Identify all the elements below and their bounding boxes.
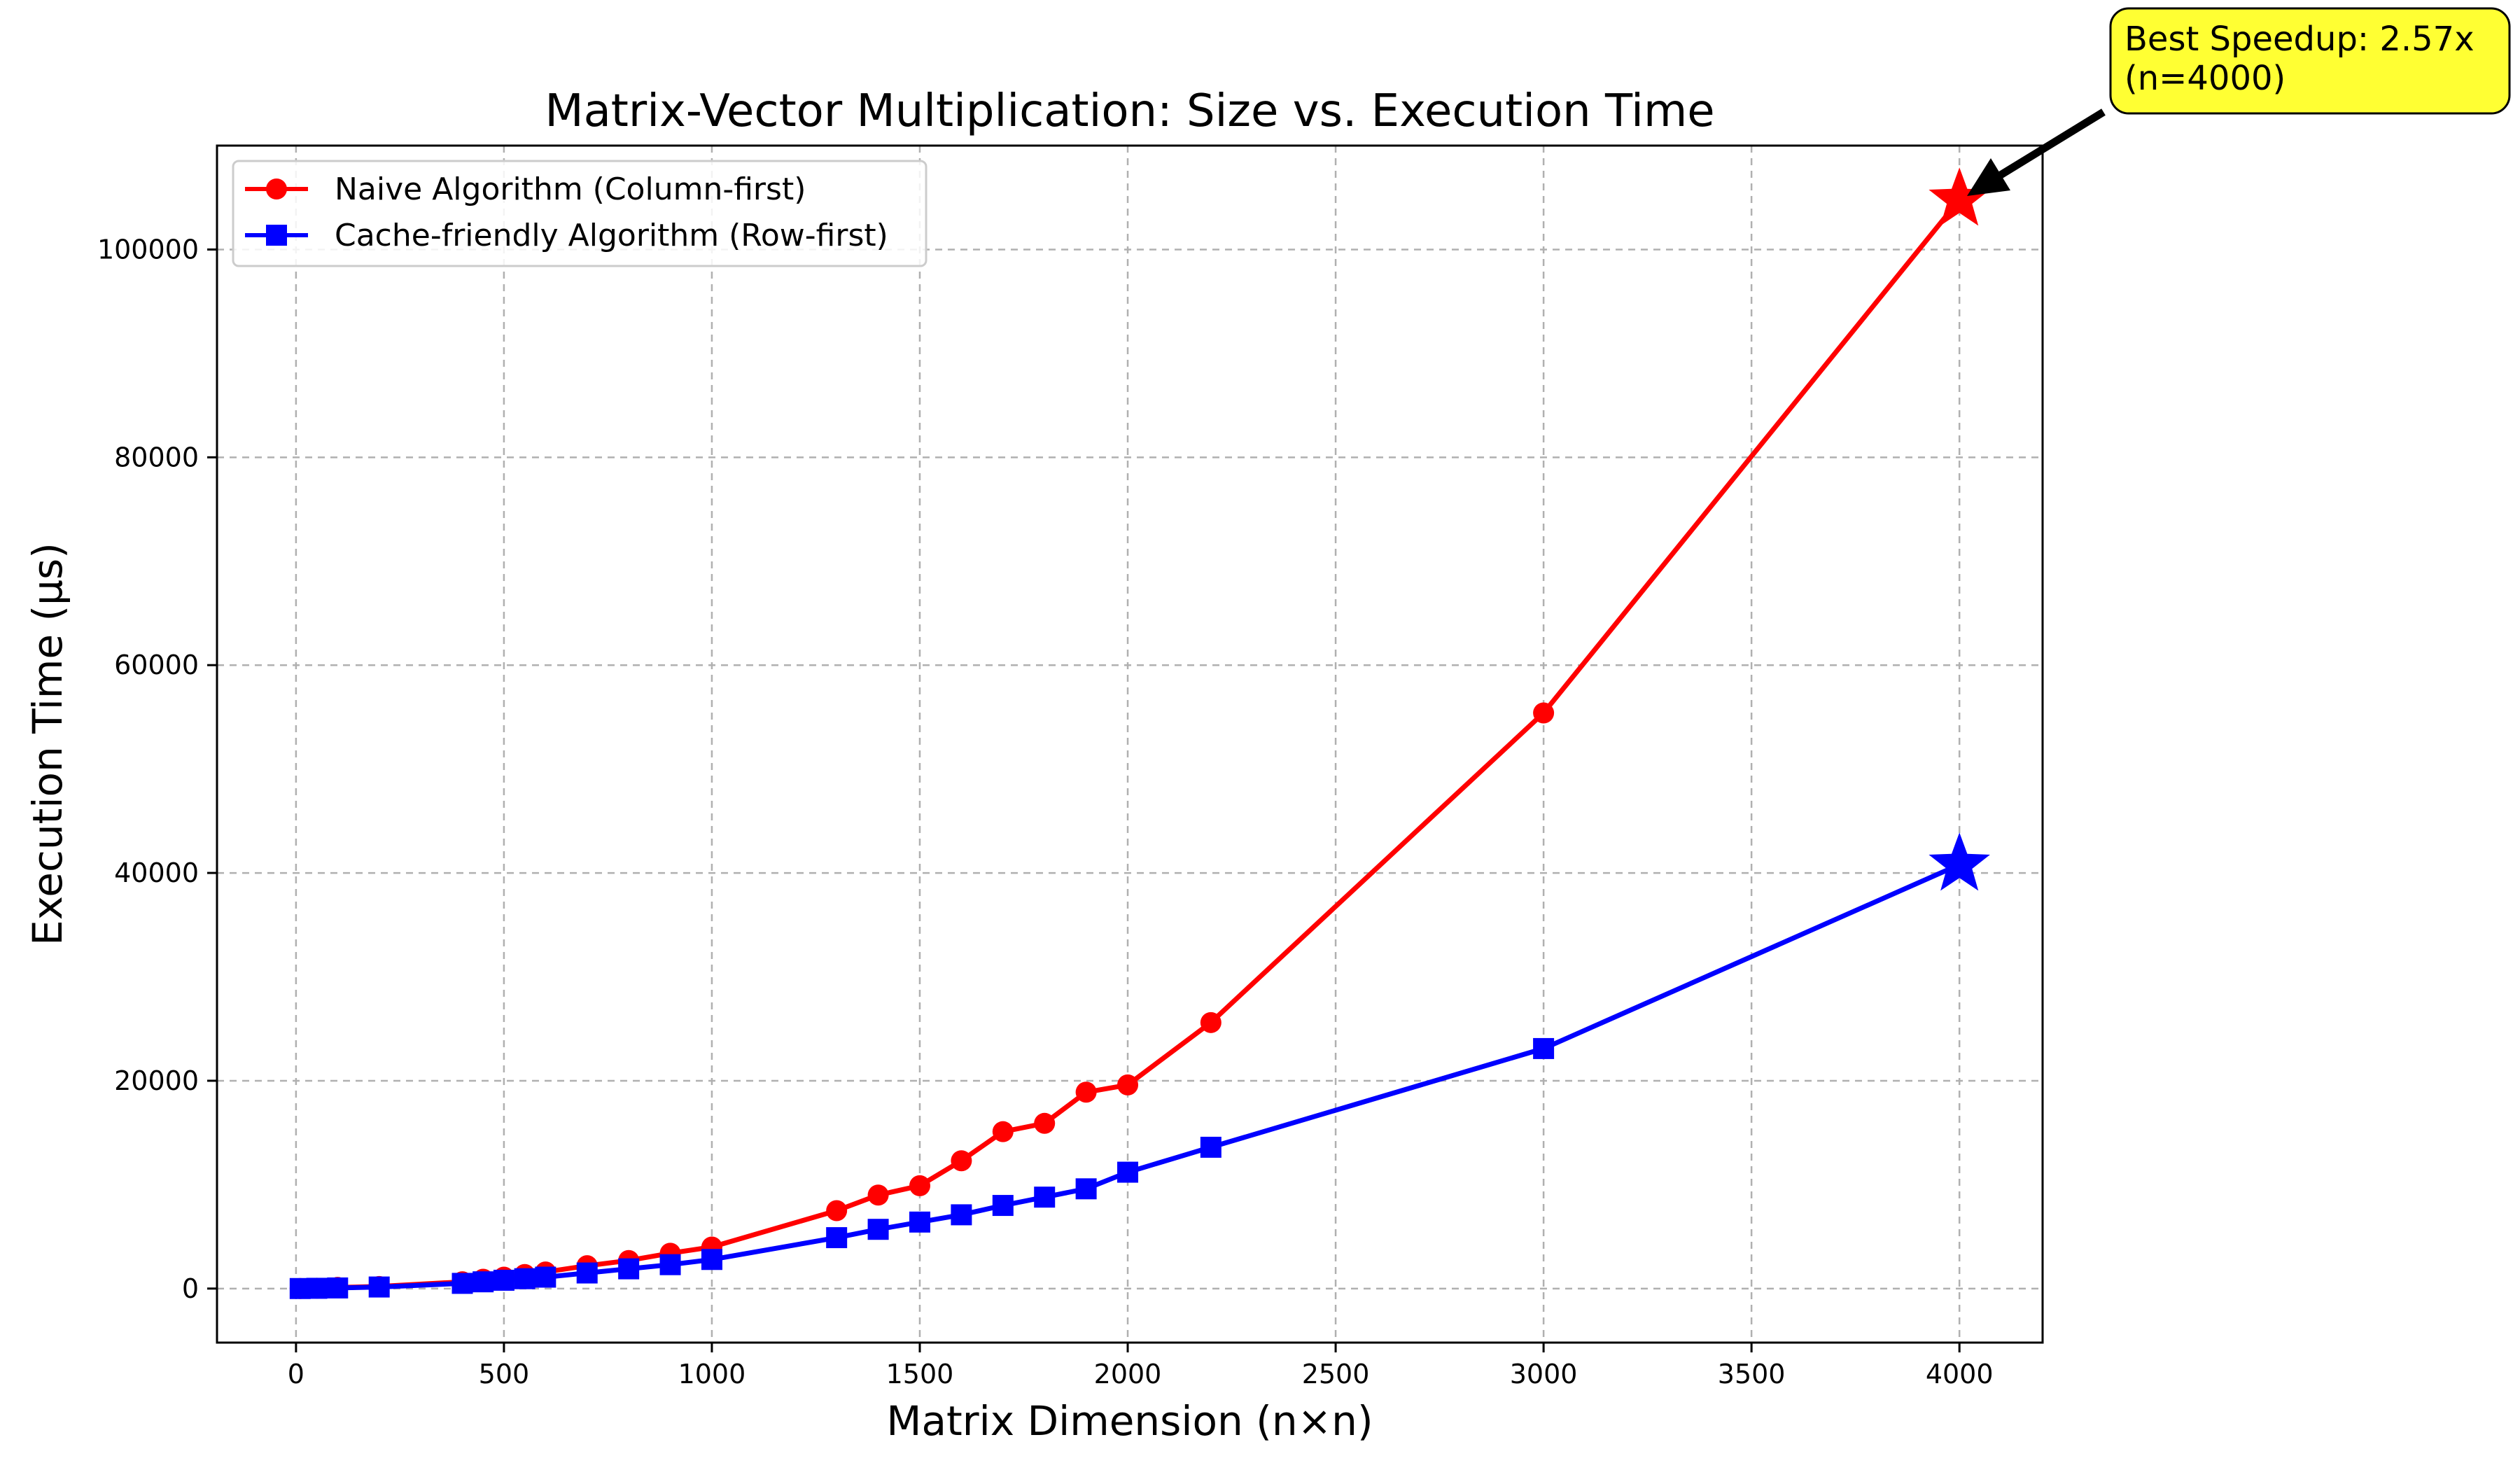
legend-label-cache: Cache-friendly Algorithm (Row-first) bbox=[335, 218, 888, 253]
y-axis-title: Execution Time (μs) bbox=[24, 542, 71, 946]
data-point bbox=[867, 1219, 889, 1240]
data-point bbox=[951, 1204, 972, 1226]
data-point bbox=[701, 1249, 722, 1270]
annotation-box bbox=[2109, 7, 2511, 115]
x-tick-label: 3500 bbox=[1718, 1359, 1786, 1390]
data-point bbox=[472, 1271, 494, 1293]
y-tick-label: 40000 bbox=[114, 858, 199, 888]
x-tick-label: 1000 bbox=[678, 1359, 746, 1390]
data-point bbox=[1034, 1112, 1056, 1134]
x-tick-label: 500 bbox=[479, 1359, 530, 1390]
data-point bbox=[535, 1266, 556, 1288]
data-point bbox=[1034, 1186, 1056, 1208]
data-point bbox=[909, 1211, 930, 1233]
data-point bbox=[867, 1184, 889, 1206]
data-point bbox=[826, 1227, 848, 1249]
x-tick-label: 1500 bbox=[886, 1359, 954, 1390]
series-line-0 bbox=[300, 197, 1961, 1292]
data-point bbox=[1533, 1037, 1555, 1059]
legend-marker-naive bbox=[266, 178, 287, 200]
data-point bbox=[368, 1276, 390, 1298]
x-tick-label: 4000 bbox=[1926, 1359, 1994, 1390]
best-point-star bbox=[1928, 832, 1990, 891]
data-point bbox=[659, 1254, 681, 1275]
y-tick-label: 0 bbox=[182, 1273, 199, 1304]
best-point-star bbox=[1928, 167, 1990, 226]
x-tick-label: 2500 bbox=[1302, 1359, 1370, 1390]
x-axis-title: Matrix Dimension (n×n) bbox=[886, 1397, 1373, 1445]
x-tick-label: 3000 bbox=[1510, 1359, 1578, 1390]
legend-marker-cache bbox=[266, 225, 287, 246]
data-point bbox=[1075, 1082, 1097, 1103]
x-tick-label: 2000 bbox=[1094, 1359, 1162, 1390]
data-point bbox=[493, 1269, 514, 1291]
data-point bbox=[1200, 1011, 1222, 1033]
data-point bbox=[451, 1273, 473, 1294]
data-point bbox=[1533, 702, 1555, 724]
speedup-annotation: Best Speedup: 2.57x (n=4000) bbox=[1967, 7, 2511, 196]
data-point bbox=[514, 1268, 536, 1289]
data-point bbox=[1075, 1178, 1097, 1200]
legend: Naive Algorithm (Column-first) Cache-fri… bbox=[232, 160, 927, 267]
data-point bbox=[1117, 1074, 1139, 1096]
data-point bbox=[992, 1195, 1014, 1217]
data-point bbox=[826, 1200, 848, 1222]
data-point bbox=[909, 1175, 930, 1196]
y-tick-label: 80000 bbox=[114, 442, 199, 472]
annotation-text-line2: (n=4000) bbox=[2124, 59, 2286, 98]
data-point bbox=[327, 1277, 349, 1298]
x-tick-label: 0 bbox=[288, 1359, 304, 1390]
data-point bbox=[306, 1278, 328, 1299]
annotation-arrow-shaft bbox=[1998, 108, 2106, 178]
annotation-arrowhead bbox=[1967, 158, 2010, 196]
data-point bbox=[992, 1121, 1014, 1142]
legend-box bbox=[232, 160, 927, 267]
chart-title: Matrix-Vector Multiplication: Size vs. E… bbox=[545, 85, 1714, 137]
legend-label-naive: Naive Algorithm (Column-first) bbox=[335, 172, 806, 207]
data-point bbox=[618, 1258, 640, 1280]
data-point bbox=[576, 1262, 598, 1284]
y-tick-label: 60000 bbox=[114, 650, 199, 680]
annotation-text-line1: Best Speedup: 2.57x bbox=[2124, 20, 2474, 59]
ticks: 0 500 1000 1500 2000 2500 3000 3500 400002000040… bbox=[97, 234, 1994, 1390]
series-layer bbox=[289, 167, 1990, 1299]
y-tick-label: 100000 bbox=[97, 234, 199, 265]
data-point bbox=[1117, 1161, 1139, 1183]
y-tick-label: 20000 bbox=[114, 1065, 199, 1096]
data-point bbox=[1200, 1136, 1222, 1158]
data-point bbox=[951, 1150, 972, 1172]
plot-frame bbox=[216, 144, 2044, 1344]
